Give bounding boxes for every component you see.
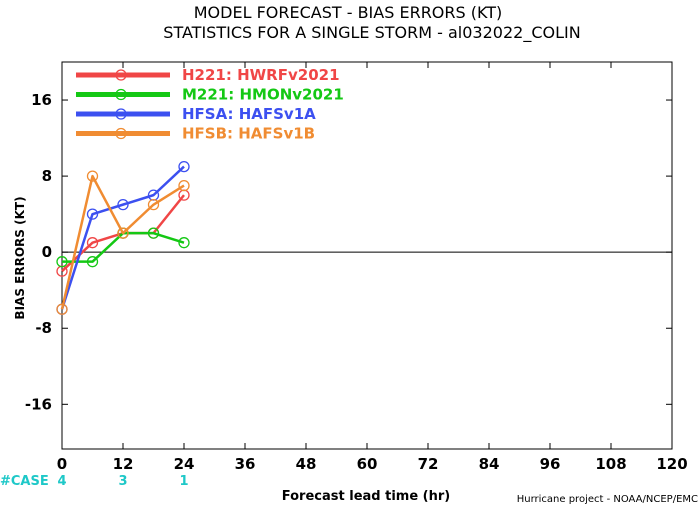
series-line	[60, 165, 185, 310]
y-tick-label: 0	[42, 243, 52, 261]
data-point	[86, 170, 99, 182]
x-tick-label: 108	[595, 455, 626, 473]
legend-label: H221: HWRFv2021	[182, 66, 340, 84]
y-tick-label: -16	[25, 395, 52, 413]
data-point	[117, 198, 129, 211]
data-point	[147, 227, 160, 239]
legend-item: M221: HMONv2021	[76, 86, 344, 104]
x-tick-label: 120	[656, 455, 687, 473]
y-axis-label: BIAS ERRORS (KT)	[13, 196, 27, 319]
x-tick-label: 60	[357, 455, 378, 473]
data-point	[56, 303, 68, 315]
y-tick-label: 16	[31, 91, 52, 109]
legend-item: H221: HWRFv2021	[76, 66, 340, 84]
chart-title: MODEL FORECAST - BIAS ERRORS (KT)	[194, 3, 503, 22]
x-tick-label: 96	[540, 455, 561, 473]
case-count: 1	[179, 474, 188, 489]
data-point	[86, 256, 99, 268]
y-axis: 16 8 0 -8 -16	[25, 91, 672, 413]
x-tick-label: 0	[57, 455, 67, 473]
chart-subtitle: STATISTICS FOR A SINGLE STORM - al032022…	[163, 23, 580, 43]
x-axis: 0 12 24 36 48 60 72 84 96 108 120	[57, 62, 688, 473]
series-line	[60, 174, 185, 310]
legend-swatch-marker	[115, 108, 127, 120]
legend-item: HFSA: HAFSv1A	[76, 105, 316, 123]
legend-label: HFSB: HAFSv1B	[182, 125, 315, 143]
y-tick-label: -8	[35, 319, 52, 337]
x-tick-label: 24	[174, 455, 195, 473]
data-point	[86, 237, 99, 249]
x-tick-label: 36	[235, 455, 256, 473]
case-count-row: #CASE 4 3 1	[0, 474, 189, 489]
legend-label: M221: HMONv2021	[182, 86, 344, 104]
x-tick-label: 12	[113, 455, 134, 473]
data-point	[86, 208, 99, 220]
x-axis-label: Forecast lead time (hr)	[282, 489, 450, 504]
case-count: 4	[57, 474, 66, 489]
series-line	[62, 231, 185, 263]
data-point	[117, 227, 129, 239]
legend-swatch-marker	[115, 127, 127, 140]
x-tick-label: 72	[418, 455, 439, 473]
x-tick-label: 48	[296, 455, 317, 473]
data-point	[56, 256, 68, 268]
plot-area	[61, 61, 673, 450]
y-tick-label: 8	[42, 167, 52, 185]
data-point	[178, 160, 190, 173]
legend-swatch-marker	[115, 88, 127, 101]
legend-swatch-marker	[115, 69, 127, 81]
credit-text: Hurricane project - NOAA/NCEP/EMC	[517, 494, 698, 505]
series-3	[56, 170, 190, 315]
x-tick-label: 84	[479, 455, 500, 473]
data-point	[178, 179, 190, 192]
data-point	[178, 237, 190, 249]
data-point	[147, 198, 160, 211]
case-count: 3	[118, 474, 127, 489]
series-layer	[56, 160, 190, 315]
plot-border	[61, 61, 673, 450]
legend-label: HFSA: HAFSv1A	[182, 105, 316, 123]
legend-item: HFSB: HAFSv1B	[76, 125, 315, 143]
case-label: #CASE	[0, 474, 49, 489]
